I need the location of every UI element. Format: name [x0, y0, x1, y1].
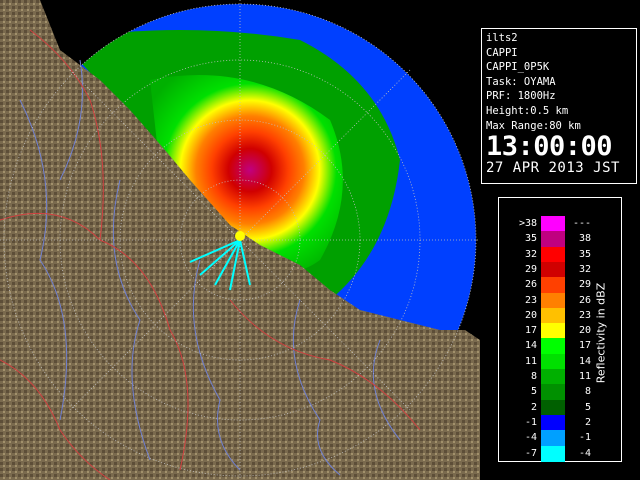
legend-upper-bound: -1: [578, 432, 591, 444]
legend-color-swatch: [541, 292, 565, 309]
legend-unit-text: Reflectivity in dBZ: [594, 282, 608, 384]
river-network: [19, 59, 401, 476]
legend-unit-label: Reflectivity in dBZ: [591, 258, 611, 408]
legend-upper-bound: 14: [578, 355, 591, 367]
legend-upper-bound: 26: [578, 294, 591, 306]
product-name: CAPPI_0P5K: [486, 61, 550, 74]
legend-row: 14 17: [507, 338, 591, 355]
legend-upper-bound: 23: [578, 309, 591, 321]
legend-lower-bound: 8: [530, 371, 537, 382]
admin-borders: [0, 29, 421, 480]
legend-upper-bound: 38: [578, 233, 591, 245]
legend-upper-bound: ---: [572, 218, 591, 229]
legend-lower-bound: 35: [524, 233, 537, 245]
legend-lower-bound: 29: [524, 263, 537, 275]
legend-lower-bound: 32: [524, 248, 537, 260]
echo-core: [150, 75, 343, 272]
legend-upper-bound: 8: [584, 386, 591, 398]
legend-upper-bound: -4: [578, 447, 591, 459]
max-range-value: Max Range:80 km: [486, 119, 581, 132]
legend-row: 23 26: [507, 292, 591, 309]
legend-color-swatch: [541, 246, 565, 263]
legend-row: 35 38: [507, 231, 591, 248]
legend-row: >38 ---: [507, 216, 591, 232]
scan-time: 13:00:00: [486, 131, 613, 163]
prf-value: PRF: 1800Hz: [486, 90, 556, 103]
legend-lower-bound: 2: [530, 401, 537, 413]
legend-color-swatch: [541, 307, 565, 324]
legend-row: 17 20: [507, 323, 591, 340]
legend-row: 32 35: [507, 246, 591, 263]
legend-color-swatch: [541, 323, 565, 340]
legend-color-swatch: [541, 384, 565, 401]
legend-upper-bound: 2: [584, 416, 591, 428]
legend-row: -7 -4: [507, 445, 591, 462]
legend-upper-bound: 11: [578, 371, 591, 382]
legend-color-swatch: [541, 414, 565, 431]
legend-color-swatch: [541, 399, 565, 416]
legend-lower-bound: 23: [524, 294, 537, 306]
legend-color-swatch: [541, 231, 565, 248]
legend-color-swatch: [541, 277, 565, 294]
legend-upper-bound: 32: [578, 263, 591, 275]
reflectivity-legend: >38 --- 35 38 32 35 29 32 26 29 23 26 20 23 17 20 14 17 11…: [498, 197, 622, 462]
radar-name: ilts2: [486, 32, 518, 44]
legend-row: -1 2: [507, 414, 591, 431]
legend-lower-bound: 20: [524, 309, 537, 321]
legend-color-swatch: [541, 353, 565, 370]
scan-date: 27 APR 2013 JST: [486, 160, 620, 177]
legend-upper-bound: 17: [578, 340, 591, 352]
legend-lower-bound: 14: [524, 340, 537, 352]
legend-color-swatch: [541, 261, 565, 278]
ground-clutter: [189, 239, 251, 291]
legend-row: 26 29: [507, 277, 591, 294]
legend-row: -4 -1: [507, 430, 591, 447]
legend-row: 11 14: [507, 353, 591, 370]
task-name: Task: OYAMA: [486, 75, 556, 88]
legend-lower-bound: 17: [524, 325, 537, 337]
legend-upper-bound: 29: [578, 279, 591, 291]
legend-upper-bound: 35: [578, 248, 591, 260]
legend-lower-bound: -7: [524, 447, 537, 459]
product-type: CAPPI: [486, 46, 518, 59]
legend-color-swatch: [541, 369, 565, 385]
legend-row: 8 11: [507, 369, 591, 385]
legend-color-swatch: [541, 338, 565, 355]
height-value: Height:0.5 km: [486, 104, 569, 117]
legend-color-swatch: [541, 445, 565, 462]
legend-lower-bound: 26: [524, 279, 537, 291]
legend-lower-bound: >38: [518, 218, 537, 229]
legend-upper-bound: 5: [584, 401, 591, 413]
legend-lower-bound: 5: [530, 386, 537, 398]
legend-lower-bound: -1: [524, 416, 537, 428]
legend-upper-bound: 20: [578, 325, 591, 337]
radar-map-svg: [0, 0, 480, 480]
radar-map[interactable]: [0, 0, 480, 480]
radar-site-marker: [235, 231, 245, 241]
legend-color-swatch: [541, 430, 565, 447]
legend-lower-bound: -4: [524, 432, 537, 444]
legend-color-swatch: [541, 216, 565, 232]
scan-info-panel: ilts2 CAPPI CAPPI_0P5K Task: OYAMA PRF: …: [481, 28, 637, 184]
legend-lower-bound: 11: [524, 355, 537, 367]
legend-row: 20 23: [507, 307, 591, 324]
legend-row: 29 32: [507, 261, 591, 278]
